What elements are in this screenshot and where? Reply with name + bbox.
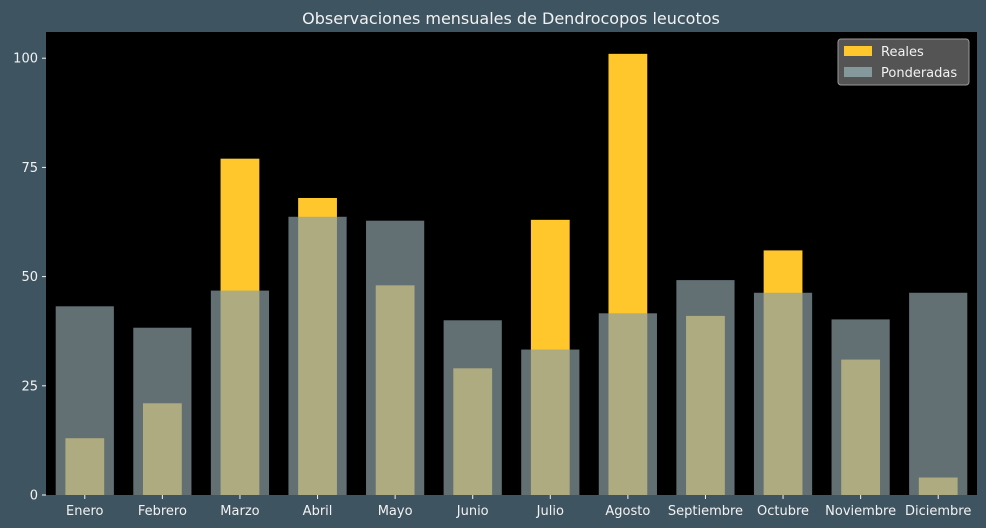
- ponderadas-bar: [210, 290, 270, 495]
- ponderadas-bar: [133, 327, 192, 495]
- y-tick-label: 75: [21, 161, 38, 176]
- ponderadas-series: [55, 216, 968, 495]
- plot-area: [46, 32, 977, 495]
- ponderadas-bar: [288, 216, 347, 495]
- ponderadas-bar: [676, 280, 735, 495]
- ponderadas-bar: [55, 306, 114, 495]
- y-tick-label: 0: [30, 489, 38, 504]
- legend-label: Reales: [881, 45, 924, 60]
- y-axis: 0 25 50 75 100: [13, 52, 46, 504]
- ponderadas-bar: [366, 220, 425, 495]
- x-axis: Enero Febrero Marzo Abril Mayo Junio Julio Agos…: [66, 495, 971, 519]
- ponderadas-bar: [521, 349, 580, 495]
- x-tick-label: Mayo: [378, 504, 413, 519]
- y-tick-label: 100: [13, 52, 38, 67]
- x-tick-label: Abril: [303, 504, 333, 519]
- x-tick-label: Octubre: [757, 504, 809, 519]
- legend: Reales Ponderadas: [837, 38, 970, 86]
- y-tick-label: 50: [21, 270, 38, 285]
- x-tick-label: Marzo: [220, 504, 259, 519]
- legend-swatch: [844, 67, 872, 77]
- y-tick-label: 25: [21, 379, 38, 394]
- ponderadas-bar: [753, 292, 813, 495]
- ponderadas-bar: [909, 292, 968, 495]
- x-tick-label: Enero: [66, 504, 104, 519]
- legend-swatch: [844, 46, 872, 56]
- ponderadas-bar: [443, 320, 502, 495]
- chart-title: Observaciones mensuales de Dendrocopos l…: [302, 9, 720, 28]
- x-tick-label: Agosto: [605, 504, 650, 519]
- ponderadas-bar: [598, 313, 657, 495]
- x-tick-label: Febrero: [138, 504, 187, 519]
- ponderadas-bar: [831, 319, 890, 495]
- legend-label: Ponderadas: [881, 66, 957, 81]
- x-tick-label: Junio: [456, 504, 489, 519]
- x-tick-label: Diciembre: [905, 504, 971, 519]
- x-tick-label: Julio: [536, 504, 564, 519]
- x-tick-label: Septiembre: [668, 504, 743, 519]
- x-tick-label: Noviembre: [825, 504, 896, 519]
